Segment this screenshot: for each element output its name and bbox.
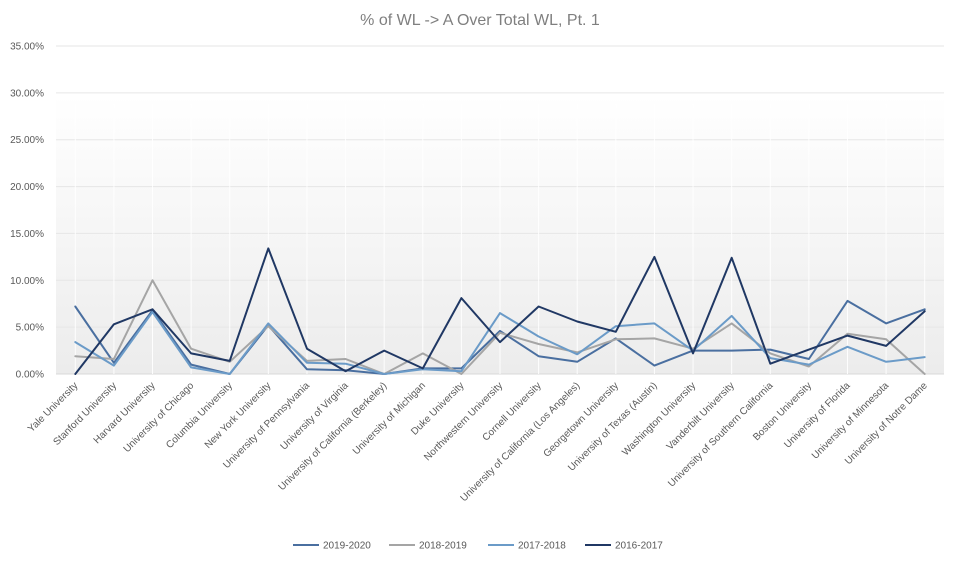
y-tick-label: 10.00%	[10, 276, 44, 287]
gridlines	[56, 45, 944, 375]
y-tick-label: 5.00%	[16, 323, 44, 334]
y-tick-label: 0.00%	[16, 370, 44, 381]
y-tick-label: 20.00%	[10, 182, 44, 193]
x-tick-label: Columbia University	[164, 380, 235, 451]
series-line-2017-2018	[74, 311, 926, 375]
legend-label-2017-2018: 2017-2018	[518, 541, 566, 552]
x-tick-label: Washington University	[620, 380, 698, 458]
legend-label-2016-2017: 2016-2017	[615, 541, 663, 552]
series-line-2016-2017	[74, 247, 926, 375]
legend-label-2019-2020: 2019-2020	[323, 541, 371, 552]
y-tick-label: 15.00%	[10, 229, 44, 240]
y-tick-label: 35.00%	[10, 42, 44, 53]
x-tick-label: University of Notre Dame	[843, 380, 930, 467]
x-tick-label: Northwestern University	[422, 380, 505, 463]
series-lines	[74, 247, 926, 375]
x-tick-label: New York University	[203, 380, 274, 451]
legend: 2019-2020 2018-2019 2017-2018 2016-2017	[293, 541, 663, 552]
x-tick-label: Georgetown University	[542, 380, 621, 459]
x-tick-label: University of Florida	[782, 380, 853, 451]
y-tick-label: 25.00%	[10, 135, 44, 146]
y-axis-tick-labels: 0.00% 5.00% 10.00% 15.00% 20.00% 25.00% 30.00%…	[10, 42, 44, 381]
chart-title: % of WL -> A Over Total WL, Pt. 1	[360, 12, 600, 29]
x-tick-label: University of Minnesota	[810, 380, 892, 462]
x-tick-label: University of Chicago	[122, 380, 197, 455]
x-tick-label: University of Virginia	[279, 380, 351, 452]
x-tick-label: Vanderbilt University	[665, 380, 737, 452]
legend-label-2018-2019: 2018-2019	[419, 541, 467, 552]
x-tick-label: University of Michigan	[351, 380, 428, 457]
y-tick-label: 30.00%	[10, 88, 44, 99]
